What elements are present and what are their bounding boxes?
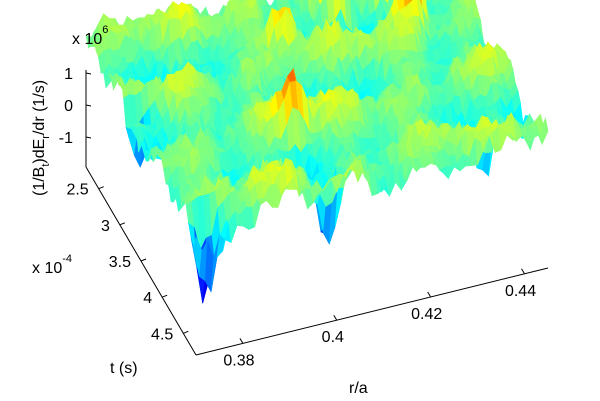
r-tick-label: 0.42 <box>411 306 442 323</box>
surface-patch <box>464 0 470 8</box>
surface-patch <box>358 0 368 18</box>
t-axis-label: t (s) <box>110 360 138 377</box>
surface-patch <box>373 0 381 12</box>
z-tick-mark <box>85 72 92 75</box>
t-tick-label: 4 <box>143 290 152 307</box>
z-tick-label: -1 <box>59 130 73 147</box>
t-tick-label: 4.5 <box>151 326 173 343</box>
surface-patch <box>309 0 319 20</box>
surface-patch <box>539 117 549 146</box>
surface-plot <box>85 0 549 304</box>
z-tick-mark <box>85 136 92 139</box>
surface-patch <box>534 113 544 126</box>
t-tick-mark <box>183 330 189 334</box>
t-tick-mark <box>119 222 126 226</box>
surface-patch <box>240 0 246 3</box>
surface-patch <box>307 0 313 13</box>
z-tick-label: 0 <box>64 98 73 115</box>
z-tick-label: 1 <box>64 66 73 83</box>
t-tick-mark <box>161 294 168 298</box>
r-tick-mark <box>521 268 525 275</box>
t-tick-label: 2.5 <box>66 182 88 199</box>
r-tick-mark <box>427 291 432 298</box>
t-tick-mark <box>98 186 104 190</box>
t-tick-label: 3 <box>101 218 110 235</box>
z-tick-mark <box>85 104 92 107</box>
r-tick-mark <box>333 314 338 321</box>
r-tick-label: 0.4 <box>322 329 344 346</box>
r-tick-label: 0.38 <box>223 352 254 369</box>
z-axis-label: (1/Bt)dEr/dr (1/s) <box>31 80 52 196</box>
r-tick-mark <box>239 338 244 344</box>
r-tick-label: 0.44 <box>505 283 536 300</box>
surface-patch <box>318 0 324 6</box>
t-tick-mark <box>140 258 147 262</box>
surface-patch <box>293 0 299 7</box>
surface-patch <box>298 0 306 13</box>
t-tick-label: 3.5 <box>109 254 131 271</box>
r-axis-line <box>195 267 549 356</box>
axis-ticks: 0.38 0.4 0.42 0.44 2.5 3 3.5 4 4.5 -1 0 1 <box>59 66 536 369</box>
t-multiplier: x 10-4 <box>32 253 72 277</box>
r-axis-label: r/a <box>349 380 368 397</box>
surface-patch <box>243 0 249 6</box>
z-multiplier: x 106 <box>72 24 108 48</box>
